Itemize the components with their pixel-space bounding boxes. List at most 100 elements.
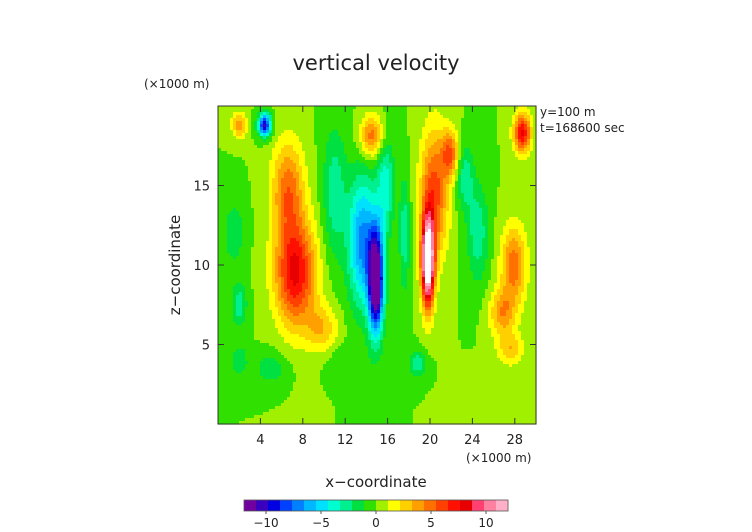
heatmap-cell (302, 133, 306, 137)
heatmap-cell (425, 226, 429, 230)
heatmap-cell (473, 217, 477, 221)
heatmap-cell (398, 139, 402, 143)
heatmap-cell (518, 232, 522, 236)
heatmap-cell (371, 124, 375, 128)
heatmap-cell (398, 190, 402, 194)
heatmap-cell (344, 199, 348, 203)
heatmap-cell (347, 181, 351, 185)
heatmap-cell (296, 121, 300, 125)
heatmap-cell (380, 193, 384, 197)
heatmap-cell (359, 244, 363, 248)
heatmap-cell (350, 211, 354, 215)
heatmap-cell (341, 178, 345, 182)
heatmap-cell (308, 145, 312, 149)
heatmap-cell (317, 157, 321, 161)
heatmap-cell (293, 178, 297, 182)
heatmap-cell (353, 115, 357, 119)
heatmap-cell (479, 187, 483, 191)
heatmap-cell (449, 136, 453, 140)
heatmap-cell (467, 175, 471, 179)
heatmap-cell (269, 178, 273, 182)
heatmap-cell (521, 244, 525, 248)
heatmap-cell (239, 163, 243, 167)
heatmap-cell (377, 187, 381, 191)
heatmap-cell (278, 124, 282, 128)
heatmap-cell (428, 142, 432, 146)
heatmap-cell (461, 130, 465, 134)
heatmap-cell (482, 142, 486, 146)
heatmap-cell (533, 193, 537, 197)
heatmap-cell (380, 154, 384, 158)
heatmap-cell (287, 115, 291, 119)
heatmap-cell (449, 217, 453, 221)
heatmap-cell (296, 145, 300, 149)
heatmap-cell (218, 208, 222, 212)
heatmap-cell (470, 127, 474, 131)
heatmap-cell (278, 184, 282, 188)
heatmap-cell (242, 178, 246, 182)
heatmap-cell (479, 148, 483, 152)
heatmap-cell (491, 163, 495, 167)
heatmap-cell (377, 127, 381, 131)
heatmap-cell (335, 172, 339, 176)
heatmap-cell (425, 121, 429, 125)
heatmap-cell (494, 241, 498, 245)
heatmap-cell (449, 226, 453, 230)
heatmap-cell (323, 124, 327, 128)
heatmap-cell (440, 226, 444, 230)
heatmap-cell (410, 208, 414, 212)
heatmap-cell (293, 193, 297, 197)
heatmap-cell (500, 238, 504, 242)
heatmap-cell (242, 157, 246, 161)
heatmap-cell (320, 211, 324, 215)
heatmap-cell (341, 148, 345, 152)
heatmap-cell (314, 109, 318, 113)
heatmap-cell (260, 202, 264, 206)
heatmap-cell (380, 244, 384, 248)
heatmap-cell (299, 208, 303, 212)
heatmap-cell (290, 223, 294, 227)
heatmap-cell (482, 106, 486, 110)
heatmap-cell (488, 109, 492, 113)
heatmap-cell (374, 193, 378, 197)
heatmap-cell (527, 151, 531, 155)
heatmap-cell (419, 139, 423, 143)
heatmap-cell (341, 199, 345, 203)
heatmap-cell (338, 154, 342, 158)
heatmap-cell (224, 157, 228, 161)
heatmap-cell (275, 223, 279, 227)
heatmap-cell (287, 160, 291, 164)
heatmap-cell (233, 247, 237, 251)
heatmap-cell (365, 178, 369, 182)
heatmap-cell (332, 226, 336, 230)
heatmap-cell (509, 244, 513, 248)
heatmap-cell (251, 214, 255, 218)
heatmap-cell (353, 178, 357, 182)
heatmap-cell (302, 172, 306, 176)
heatmap-cell (218, 172, 222, 176)
heatmap-cell (464, 136, 468, 140)
heatmap-cell (443, 145, 447, 149)
heatmap-cell (317, 121, 321, 125)
heatmap-cell (356, 142, 360, 146)
heatmap-cell (344, 142, 348, 146)
heatmap-cell (317, 241, 321, 245)
heatmap-cell (491, 151, 495, 155)
heatmap-cell (416, 118, 420, 122)
heatmap-cell (308, 232, 312, 236)
heatmap-cell (455, 169, 459, 173)
heatmap-cell (230, 220, 234, 224)
heatmap-cell (395, 217, 399, 221)
heatmap-cell (272, 217, 276, 221)
heatmap-cell (251, 205, 255, 209)
heatmap-cell (446, 181, 450, 185)
heatmap-cell (374, 229, 378, 233)
heatmap-cell (335, 157, 339, 161)
heatmap-cell (347, 145, 351, 149)
heatmap-cell (248, 181, 252, 185)
heatmap-cell (518, 181, 522, 185)
heatmap-cell (425, 157, 429, 161)
heatmap-cell (362, 190, 366, 194)
heatmap-cell (458, 235, 462, 239)
heatmap-cell (332, 184, 336, 188)
